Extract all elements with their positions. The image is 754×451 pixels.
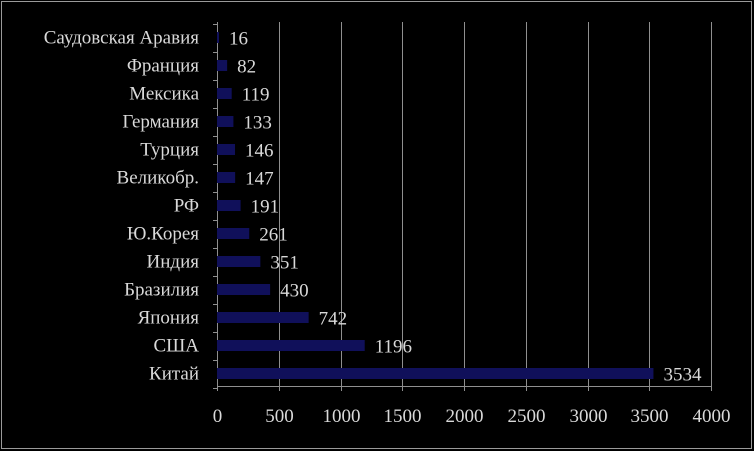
x-tick-label: 1500 bbox=[384, 406, 422, 427]
data-label: 82 bbox=[237, 57, 256, 78]
category-label: РФ bbox=[174, 196, 199, 217]
x-tick-label: 4000 bbox=[693, 406, 731, 427]
bar bbox=[217, 172, 236, 183]
data-label: 1196 bbox=[375, 337, 412, 358]
bar bbox=[217, 228, 250, 239]
x-tick-label: 2000 bbox=[446, 406, 484, 427]
bar bbox=[217, 284, 271, 295]
bar bbox=[217, 256, 261, 267]
category-label: Турция bbox=[140, 140, 199, 161]
category-label: Великобр. bbox=[117, 168, 199, 189]
bar bbox=[217, 60, 228, 71]
category-label: Ю.Корея bbox=[127, 224, 199, 245]
x-tick-label: 1000 bbox=[323, 406, 361, 427]
data-label: 119 bbox=[242, 85, 270, 106]
data-label: 133 bbox=[243, 113, 272, 134]
category-label: Германия bbox=[122, 112, 199, 133]
data-label: 3534 bbox=[663, 365, 702, 386]
category-label: Япония bbox=[138, 308, 200, 329]
category-label: Саудовская Аравия bbox=[44, 28, 200, 49]
category-label: Мексика bbox=[129, 84, 199, 105]
category-label: Бразилия bbox=[124, 280, 199, 301]
x-tick-label: 3500 bbox=[631, 406, 669, 427]
data-label: 261 bbox=[259, 225, 288, 246]
category-label: Франция bbox=[127, 56, 199, 77]
category-label: США bbox=[153, 336, 199, 357]
data-label: 351 bbox=[270, 253, 299, 274]
bar bbox=[217, 32, 219, 43]
x-tick-label: 0 bbox=[213, 406, 223, 427]
bar bbox=[217, 200, 241, 211]
x-tick-label: 500 bbox=[265, 406, 294, 427]
category-label: Китай bbox=[149, 364, 199, 385]
data-label: 147 bbox=[245, 169, 273, 190]
bar bbox=[217, 340, 365, 351]
x-tick-label: 3000 bbox=[570, 406, 608, 427]
data-label: 191 bbox=[251, 197, 280, 218]
bar bbox=[217, 368, 654, 379]
category-label: Индия bbox=[147, 252, 200, 273]
bar bbox=[217, 116, 234, 127]
data-label: 742 bbox=[319, 309, 348, 330]
bar bbox=[217, 88, 232, 99]
x-tick-label: 2500 bbox=[508, 406, 546, 427]
data-label: 146 bbox=[245, 141, 274, 162]
data-label: 16 bbox=[229, 29, 248, 50]
data-label: 430 bbox=[280, 281, 309, 302]
bar bbox=[217, 144, 236, 155]
bar bbox=[217, 312, 309, 323]
